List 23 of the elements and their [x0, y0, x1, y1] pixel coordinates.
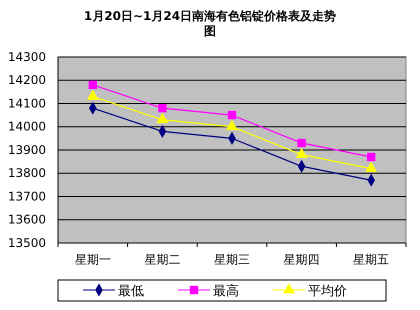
y-tick-label: 14000	[8, 120, 46, 134]
x-tick-label: 星期四	[284, 252, 320, 267]
point	[158, 104, 167, 112]
y-tick-label: 13800	[8, 166, 46, 180]
x-tick-label: 星期五	[353, 252, 390, 267]
x-tick-label: 星期三	[214, 252, 250, 267]
point	[228, 110, 236, 120]
legend-label: 最高	[213, 283, 239, 299]
point	[88, 80, 97, 90]
legend-label: 平均价	[308, 284, 347, 299]
y-tick-label: 14300	[8, 50, 46, 64]
x-tick-label: 星期一	[74, 252, 111, 267]
y-tick-label: 13700	[8, 189, 46, 204]
y-tick-label: 13900	[8, 142, 46, 157]
chart-title: 1月20日~1月24日南海有色铝锭价格表及走势图	[84, 9, 336, 38]
point	[367, 152, 376, 162]
legend-label: 最低	[118, 284, 144, 299]
y-tick-label: 14200	[8, 73, 46, 88]
point	[297, 138, 306, 148]
y-tick-label: 13500	[8, 236, 46, 250]
x-tick-label: 星期二	[144, 252, 180, 267]
y-tick-label: 13600	[8, 212, 46, 227]
y-tick-label: 14100	[8, 96, 46, 110]
